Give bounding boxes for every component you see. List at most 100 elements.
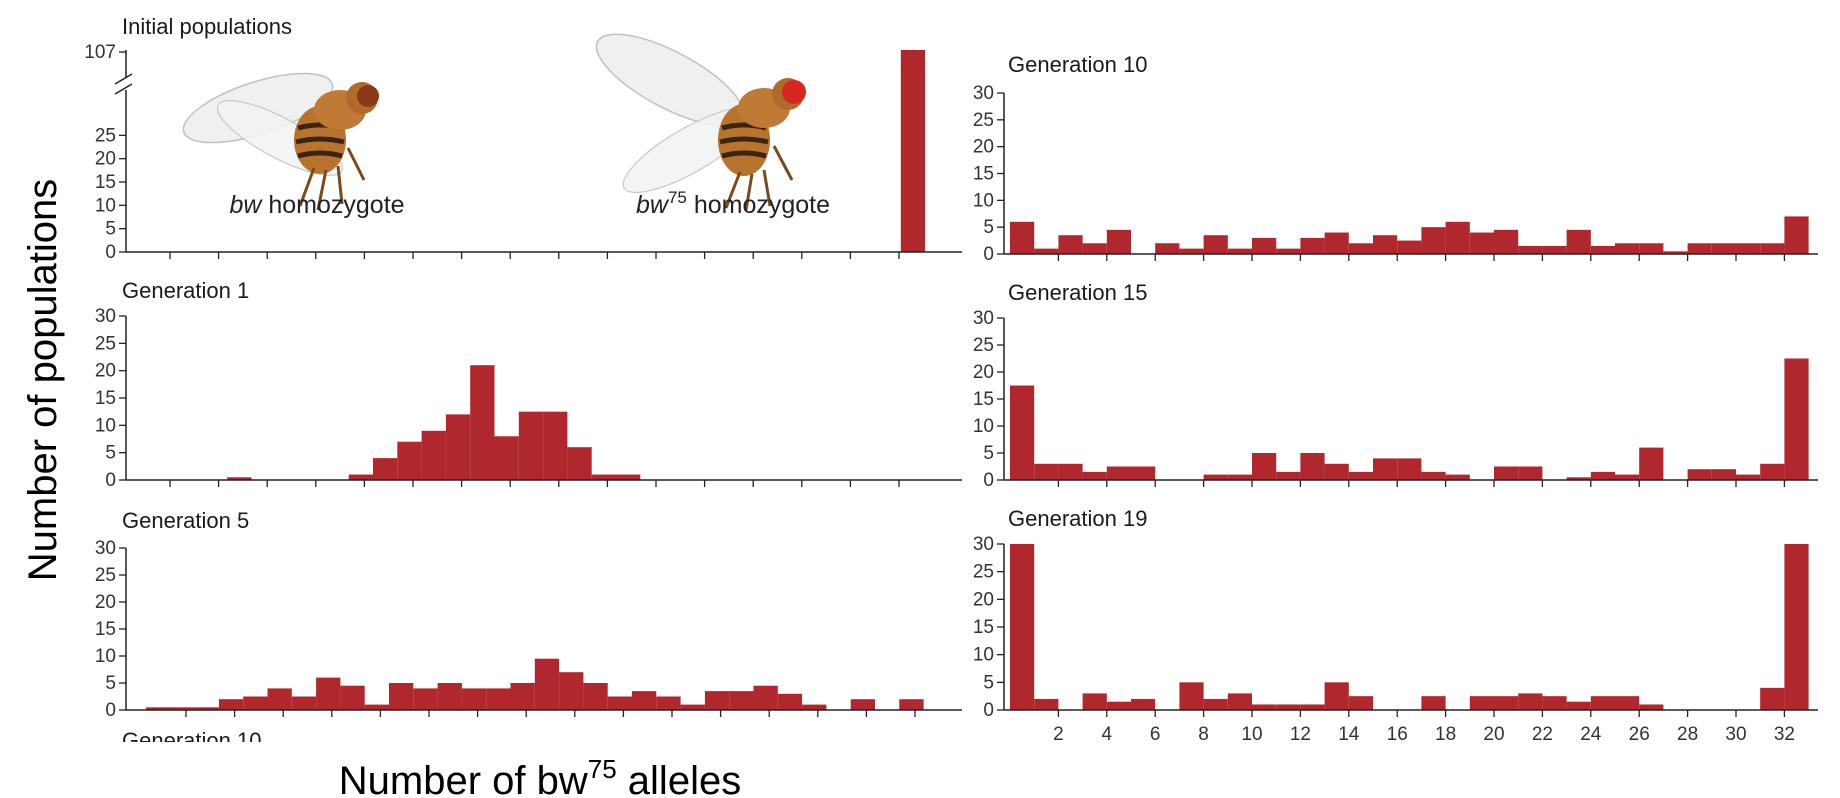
bar bbox=[194, 707, 219, 710]
bar bbox=[1082, 243, 1107, 254]
bar bbox=[1252, 237, 1277, 254]
bar bbox=[1082, 693, 1107, 710]
bar bbox=[1469, 232, 1494, 254]
y-tick-label: 5 bbox=[983, 672, 994, 693]
bar bbox=[777, 693, 803, 710]
y-tick-label: 15 bbox=[973, 389, 994, 410]
bar bbox=[1542, 696, 1567, 710]
bar bbox=[680, 704, 705, 710]
y-tick-label: 5 bbox=[105, 219, 116, 240]
x-tick-label: 6 bbox=[1150, 724, 1161, 745]
bar bbox=[1687, 243, 1712, 254]
axis-break-mark bbox=[114, 73, 133, 85]
bw-homozygote-label: bw homozygote bbox=[229, 191, 404, 219]
bar bbox=[1639, 243, 1664, 254]
brown-eyed-fly-icon bbox=[182, 72, 379, 211]
bar bbox=[1324, 463, 1349, 480]
x-tick-label: 2 bbox=[1053, 724, 1064, 745]
y-tick-label: 0 bbox=[105, 242, 116, 263]
bar bbox=[1445, 221, 1470, 254]
x-tick-label: 10 bbox=[1241, 724, 1262, 745]
bar bbox=[1034, 248, 1059, 254]
bw75-homozygote-label: bw75 homozygote bbox=[636, 188, 830, 219]
bar bbox=[445, 414, 471, 480]
x-tick-label: 24 bbox=[1580, 724, 1602, 745]
bar bbox=[1615, 696, 1640, 710]
panel-title: Generation 1 bbox=[122, 278, 249, 303]
bar bbox=[1566, 701, 1591, 710]
bar bbox=[1784, 358, 1809, 480]
bar bbox=[1131, 466, 1156, 480]
bar bbox=[1397, 240, 1422, 254]
bar bbox=[850, 699, 875, 710]
x-tick-label: 18 bbox=[1435, 724, 1456, 745]
bar bbox=[510, 683, 535, 710]
y-tick-label: 25 bbox=[95, 333, 116, 354]
y-tick-label: 0 bbox=[105, 700, 116, 721]
bar bbox=[1639, 704, 1664, 710]
y-tick-label: 20 bbox=[973, 589, 994, 610]
bw75-label-rest: homozygote bbox=[687, 191, 830, 219]
panel-title: Generation 15 bbox=[1008, 280, 1147, 305]
bar bbox=[1615, 474, 1640, 480]
x-axis-title-main: Number of bw bbox=[339, 759, 588, 798]
bar bbox=[1518, 245, 1543, 254]
bar bbox=[567, 447, 592, 480]
red-eyed-fly-icon bbox=[595, 33, 806, 211]
y-tick-label: 20 bbox=[95, 361, 116, 382]
bar bbox=[1542, 245, 1567, 254]
bar bbox=[632, 691, 657, 710]
bar bbox=[1421, 227, 1446, 254]
bar bbox=[1300, 237, 1325, 254]
bar bbox=[1590, 471, 1615, 480]
bar bbox=[470, 365, 495, 480]
bar bbox=[1373, 458, 1398, 480]
bar bbox=[486, 688, 511, 710]
bar bbox=[1397, 458, 1422, 480]
bar bbox=[1324, 232, 1349, 254]
y-tick-label: 30 bbox=[973, 308, 994, 329]
y-tick-label: 25 bbox=[95, 565, 116, 586]
x-tick-label: 30 bbox=[1725, 724, 1746, 745]
y-tick-label-break: 107 bbox=[84, 42, 116, 63]
bar bbox=[1106, 466, 1131, 480]
panel-generation-5: Generation 5 0 5 10 15 20 25 30 Generation 10 bbox=[95, 508, 962, 742]
y-tick-label: 15 bbox=[973, 164, 994, 185]
bar bbox=[348, 474, 373, 480]
bar bbox=[1445, 474, 1470, 480]
bar bbox=[1784, 544, 1809, 710]
bar bbox=[1058, 463, 1083, 480]
bar bbox=[218, 699, 244, 710]
bar bbox=[1203, 474, 1228, 480]
bar bbox=[267, 688, 292, 710]
panel-generation-15: Generation 15 0 5 10 15 20 25 30 bbox=[973, 280, 1818, 491]
bar bbox=[583, 683, 608, 710]
bar bbox=[1203, 235, 1228, 254]
bar bbox=[1736, 474, 1761, 480]
bar bbox=[413, 688, 438, 710]
y-tick-label: 20 bbox=[973, 362, 994, 383]
bar bbox=[1227, 474, 1252, 480]
bar bbox=[316, 677, 341, 710]
bar bbox=[421, 430, 446, 480]
bar bbox=[1082, 471, 1107, 480]
y-tick-label: 30 bbox=[95, 538, 116, 559]
panel-title: Generation 5 bbox=[122, 508, 249, 533]
bar bbox=[1010, 385, 1035, 480]
bar bbox=[1469, 696, 1494, 710]
y-tick-label: 15 bbox=[95, 619, 116, 640]
bar bbox=[1010, 221, 1035, 254]
bar bbox=[1590, 696, 1615, 710]
bar-break bbox=[508, 80, 538, 100]
bw-label-rest: homozygote bbox=[261, 191, 404, 219]
x-tick-label: 22 bbox=[1532, 724, 1553, 745]
y-tick-label: 20 bbox=[95, 149, 116, 170]
x-tick-label: 8 bbox=[1198, 724, 1209, 745]
bar bbox=[1155, 243, 1180, 254]
bar bbox=[340, 685, 365, 710]
bar bbox=[1058, 235, 1083, 254]
bar bbox=[494, 436, 519, 480]
bar bbox=[1711, 469, 1736, 480]
